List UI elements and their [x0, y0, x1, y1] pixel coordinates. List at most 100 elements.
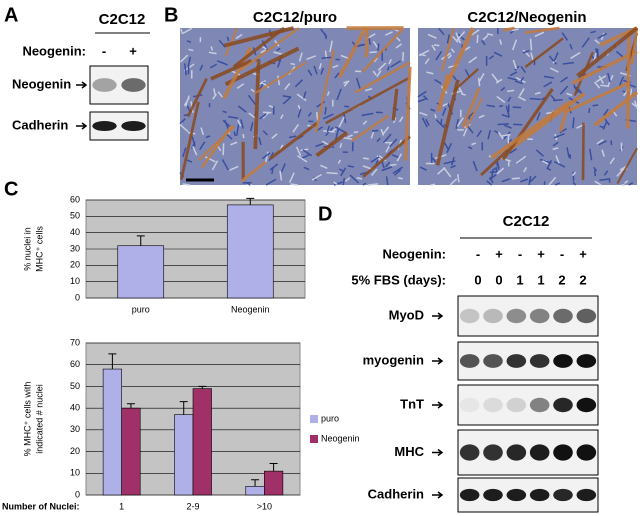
error-bar	[246, 197, 255, 205]
cell	[443, 142, 450, 151]
cell	[265, 178, 277, 186]
cell	[356, 177, 363, 180]
cell	[431, 44, 436, 51]
myotube	[361, 28, 404, 73]
legend-swatch	[310, 435, 318, 443]
myotube	[224, 46, 300, 87]
cell	[187, 95, 190, 100]
myotube	[314, 49, 335, 133]
cell	[226, 36, 230, 42]
cell	[616, 167, 625, 177]
cell	[362, 157, 369, 160]
myotube	[453, 68, 480, 92]
cell	[294, 79, 304, 88]
cell	[486, 180, 493, 186]
myotube	[436, 73, 450, 112]
cell	[507, 76, 518, 81]
y-tick-label: 10	[70, 276, 80, 286]
legend-swatch	[310, 415, 318, 423]
myotube	[565, 81, 631, 114]
cell	[476, 130, 483, 138]
cell	[523, 167, 528, 173]
error-bar	[108, 353, 117, 370]
cell	[438, 28, 445, 36]
cell	[569, 43, 573, 50]
arrow	[76, 122, 88, 130]
cell	[318, 63, 322, 70]
cell	[205, 135, 211, 139]
cell	[478, 114, 485, 119]
cell	[391, 154, 400, 159]
cell	[295, 146, 302, 157]
cell	[282, 96, 292, 105]
cell	[496, 95, 506, 104]
cell	[471, 142, 477, 146]
blot	[457, 429, 599, 476]
y-axis-label: % nuclei in	[22, 227, 32, 271]
cell	[282, 95, 292, 98]
cell	[417, 98, 426, 103]
cell	[546, 159, 553, 169]
cell	[329, 40, 333, 53]
cell	[269, 163, 279, 171]
band	[576, 444, 597, 461]
cell	[501, 133, 511, 137]
cell	[593, 169, 597, 177]
cell	[217, 91, 224, 98]
myotube	[593, 90, 639, 127]
bar	[245, 486, 265, 496]
cell	[336, 88, 342, 101]
cell	[334, 128, 340, 141]
cell	[180, 28, 183, 34]
myotube	[364, 27, 369, 58]
bar	[174, 414, 194, 496]
cell	[303, 166, 310, 171]
cell	[235, 33, 243, 40]
myotube	[480, 145, 513, 177]
lane-label: -	[102, 43, 106, 58]
cell	[322, 113, 334, 120]
error-bar	[179, 401, 188, 415]
band	[576, 397, 597, 413]
arrow	[432, 357, 444, 365]
cell	[534, 91, 541, 95]
lane-label: 2	[579, 272, 586, 287]
cell	[464, 69, 470, 78]
cell	[276, 47, 281, 52]
cell	[628, 182, 634, 186]
myotube	[461, 87, 481, 128]
cell	[443, 167, 452, 178]
myotube	[354, 61, 411, 94]
cell	[472, 160, 478, 172]
myotube	[440, 27, 455, 72]
band	[553, 308, 573, 324]
blot-title: C2C12	[503, 213, 550, 230]
cell	[601, 149, 605, 157]
cell	[381, 161, 385, 169]
arrow	[432, 312, 444, 320]
y-tick-label: 40	[70, 227, 80, 237]
cell	[213, 88, 216, 95]
cell	[539, 158, 552, 164]
cell	[342, 177, 346, 186]
cell	[344, 177, 351, 183]
bar	[102, 368, 122, 496]
myotube	[435, 79, 460, 166]
cell	[430, 183, 436, 186]
band	[529, 444, 550, 461]
cell	[225, 133, 233, 140]
cell	[435, 51, 443, 61]
cell	[594, 180, 602, 186]
cell	[552, 147, 559, 151]
cell	[204, 156, 216, 163]
cell	[395, 43, 403, 49]
cell	[183, 113, 188, 117]
myotube	[210, 59, 253, 81]
y-tick-label: 60	[70, 194, 80, 204]
cell	[624, 180, 629, 184]
cell	[259, 113, 267, 120]
cell	[443, 160, 456, 165]
legend-label: puro	[321, 413, 339, 423]
cell	[566, 147, 570, 158]
cell	[507, 89, 515, 93]
